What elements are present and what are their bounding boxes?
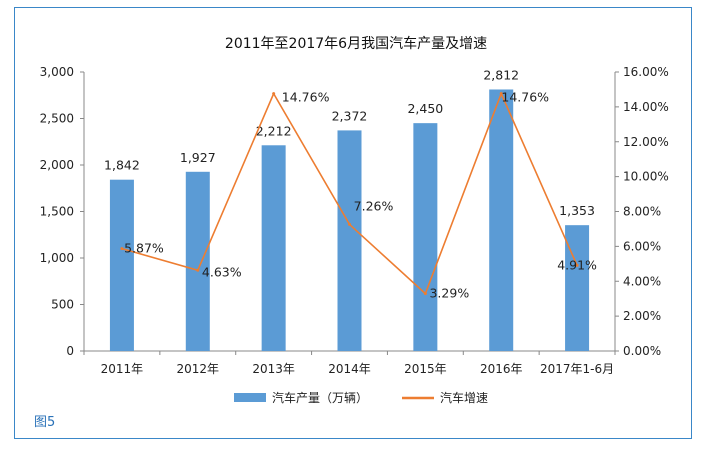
left-tick-label: 2,000 xyxy=(40,158,74,172)
line-data-label: 4.91% xyxy=(557,257,597,272)
line-data-label: 14.76% xyxy=(501,90,549,105)
bar xyxy=(261,145,286,351)
left-tick-label: 500 xyxy=(51,298,74,312)
right-tick-label: 8.00% xyxy=(623,205,661,219)
right-tick-label: 2.00% xyxy=(623,309,661,323)
left-tick-label: 1,500 xyxy=(40,205,74,219)
plot-area: 0 500 1,000 1,500 2,000 2,500 3,000 0.00% 2.00% 4… xyxy=(40,65,669,376)
x-tick-label: 2013年 xyxy=(252,362,295,376)
bar-data-label: 1,927 xyxy=(180,150,216,165)
line-data-label: 5.87% xyxy=(124,241,164,256)
right-tick-label: 4.00% xyxy=(623,274,661,288)
line-point xyxy=(196,268,200,272)
line-point xyxy=(120,247,124,251)
legend-bar-label: 汽车产量（万辆） xyxy=(272,390,368,405)
left-tick-label: 2,500 xyxy=(40,112,74,126)
x-tick-label: 2012年 xyxy=(177,362,220,376)
figure-label: 图5 xyxy=(34,415,56,430)
left-tick-label: 1,000 xyxy=(40,251,74,265)
x-tick-label: 2015年 xyxy=(404,362,447,376)
bar-data-label: 2,450 xyxy=(407,101,443,116)
bar-data-label: 1,842 xyxy=(104,158,140,173)
line-data-label: 14.76% xyxy=(282,90,330,105)
right-tick-label: 0.00% xyxy=(623,344,661,358)
right-tick-label: 16.00% xyxy=(623,65,669,79)
line-point xyxy=(499,92,503,96)
right-tick-label: 12.00% xyxy=(623,135,669,149)
x-tick-label: 2016年 xyxy=(480,362,523,376)
bar-data-label: 1,353 xyxy=(559,203,595,218)
right-tick-label: 10.00% xyxy=(623,170,669,184)
bar-data-label: 2,372 xyxy=(332,108,368,123)
right-tick-label: 6.00% xyxy=(623,239,661,253)
left-tick-label: 3,000 xyxy=(40,65,74,79)
bar xyxy=(185,171,210,351)
bar xyxy=(109,179,134,351)
line-data-label: 4.63% xyxy=(202,264,242,279)
x-tick-label: 2017年1-6月 xyxy=(540,362,614,376)
x-tick-label: 2014年 xyxy=(328,362,371,376)
line-point xyxy=(272,92,276,96)
line-data-label: 3.29% xyxy=(429,286,469,301)
left-tick-label: 0 xyxy=(66,344,74,358)
bar-data-label: 2,212 xyxy=(256,123,292,138)
bar xyxy=(489,89,514,351)
legend-line-label: 汽车增速 xyxy=(440,390,488,405)
right-tick-label: 14.00% xyxy=(623,100,669,114)
bar xyxy=(337,130,362,351)
bar xyxy=(413,123,438,352)
x-tick-label: 2011年 xyxy=(101,362,144,376)
bar xyxy=(565,225,590,351)
line-data-label: 7.26% xyxy=(354,198,394,213)
legend: 汽车产量（万辆） 汽车增速 xyxy=(234,390,488,405)
line-point xyxy=(423,292,427,296)
chart-title: 2011年至2017年6月我国汽车产量及增速 xyxy=(225,35,487,52)
legend-bar-swatch xyxy=(234,393,266,402)
bar-data-label: 2,812 xyxy=(483,67,519,82)
line-point xyxy=(348,222,351,226)
line-point xyxy=(575,263,579,267)
